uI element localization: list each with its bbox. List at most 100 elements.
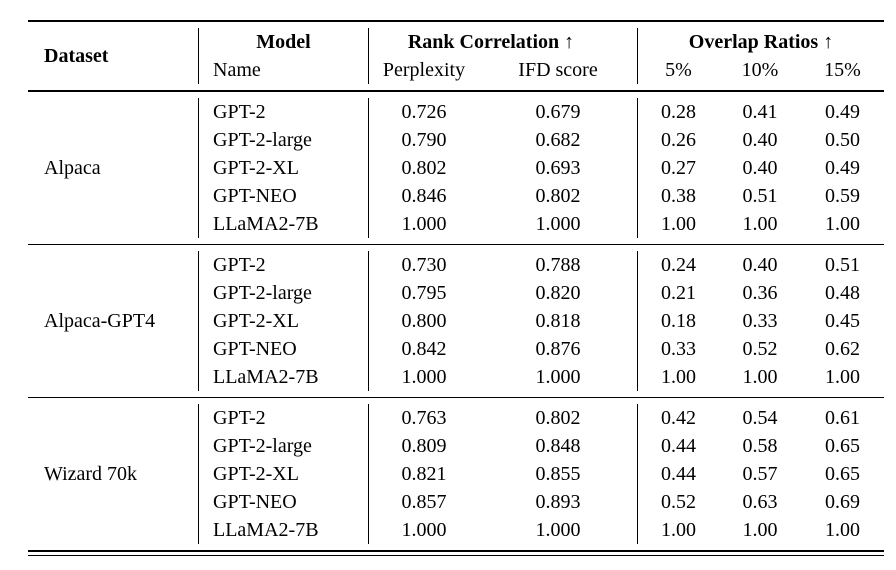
- overlap-10-cell: 1.00: [742, 519, 778, 541]
- overlap-15-cell: 0.65: [825, 463, 860, 485]
- ifd-score-cell: 1.000: [535, 366, 581, 388]
- model-name-cell: GPT-NEO: [198, 488, 368, 516]
- model-name-cell: GPT-2-large: [198, 126, 368, 154]
- header-overlap-15: 15%: [824, 59, 861, 81]
- ifd-score-cell: 0.855: [535, 463, 581, 485]
- perplexity-cell: 0.802: [368, 154, 503, 182]
- overlap-10-cell: 0.52: [742, 338, 778, 360]
- header-overlap-10: 10%: [741, 59, 779, 81]
- model-name-cell: GPT-2-XL: [198, 307, 368, 335]
- overlap-5-cell: 1.00: [637, 363, 719, 391]
- perplexity-cell: 0.821: [368, 460, 503, 488]
- overlap-10-cell: 0.36: [742, 282, 778, 304]
- model-name-cell: GPT-2-XL: [198, 154, 368, 182]
- header-model-name: Name: [198, 56, 368, 84]
- header-perplexity: Perplexity: [368, 56, 503, 84]
- dataset-label: Wizard 70k: [44, 463, 138, 485]
- ifd-score-cell: 0.848: [535, 435, 581, 457]
- perplexity-cell: 0.730: [368, 251, 503, 279]
- perplexity-cell: 0.800: [368, 307, 503, 335]
- overlap-10-cell: 0.33: [742, 310, 778, 332]
- overlap-15-cell: 0.49: [825, 101, 860, 123]
- dataset-label: Alpaca-GPT4: [44, 310, 156, 332]
- dataset-block-wizard-70k: Wizard 70k GPT-2 0.763 0.802 0.42 0.54 0…: [28, 398, 884, 550]
- ifd-score-cell: 0.682: [535, 129, 581, 151]
- overlap-5-cell: 1.00: [637, 516, 719, 544]
- overlap-10-cell: 1.00: [742, 213, 778, 235]
- model-name-cell: LLaMA2-7B: [198, 516, 368, 544]
- ifd-score-cell: 1.000: [535, 519, 581, 541]
- ifd-score-cell: 0.802: [535, 407, 581, 429]
- perplexity-cell: 1.000: [368, 210, 503, 238]
- overlap-15-cell: 1.00: [825, 213, 860, 235]
- overlap-10-cell: 0.58: [742, 435, 778, 457]
- overlap-5-cell: 0.44: [637, 460, 719, 488]
- perplexity-cell: 0.726: [368, 98, 503, 126]
- overlap-10-cell: 0.51: [742, 185, 778, 207]
- model-name-cell: GPT-2: [198, 98, 368, 126]
- overlap-5-cell: 0.26: [637, 126, 719, 154]
- ifd-score-cell: 0.679: [535, 101, 581, 123]
- table-header: Dataset Model Rank Correlation ↑ Overlap…: [28, 22, 884, 90]
- overlap-15-cell: 1.00: [825, 519, 860, 541]
- header-rank-correlation-group: Rank Correlation ↑: [368, 28, 637, 56]
- model-name-cell: GPT-2: [198, 251, 368, 279]
- header-separator-rule: [28, 90, 884, 92]
- overlap-10-cell: 0.41: [742, 101, 778, 123]
- results-table: Dataset Model Rank Correlation ↑ Overlap…: [28, 20, 884, 556]
- overlap-10-cell: 0.54: [742, 407, 778, 429]
- model-name-cell: GPT-2-XL: [198, 460, 368, 488]
- perplexity-cell: 0.790: [368, 126, 503, 154]
- model-name-cell: GPT-2: [198, 404, 368, 432]
- ifd-score-cell: 0.788: [535, 254, 581, 276]
- model-name-cell: GPT-2-large: [198, 279, 368, 307]
- overlap-5-cell: 0.24: [637, 251, 719, 279]
- perplexity-cell: 0.763: [368, 404, 503, 432]
- ifd-score-cell: 0.820: [535, 282, 581, 304]
- overlap-15-cell: 0.51: [825, 254, 860, 276]
- header-overlap-5: 5%: [637, 56, 719, 84]
- overlap-15-cell: 0.49: [825, 157, 860, 179]
- ifd-score-cell: 0.818: [535, 310, 581, 332]
- overlap-10-cell: 0.40: [742, 254, 778, 276]
- model-name-cell: GPT-NEO: [198, 335, 368, 363]
- model-name-cell: LLaMA2-7B: [198, 363, 368, 391]
- perplexity-cell: 0.795: [368, 279, 503, 307]
- header-ifd-score: IFD score: [518, 59, 598, 81]
- header-dataset: Dataset: [44, 45, 109, 67]
- dataset-label: Alpaca: [44, 157, 101, 179]
- overlap-5-cell: 1.00: [637, 210, 719, 238]
- ifd-score-cell: 1.000: [535, 213, 581, 235]
- model-name-cell: GPT-2-large: [198, 432, 368, 460]
- header-model-group: Model: [198, 28, 368, 56]
- overlap-15-cell: 0.69: [825, 491, 860, 513]
- overlap-10-cell: 0.40: [742, 129, 778, 151]
- perplexity-cell: 1.000: [368, 516, 503, 544]
- overlap-15-cell: 0.50: [825, 129, 860, 151]
- header-overlap-ratios-group: Overlap Ratios ↑: [637, 28, 884, 56]
- block-separator-rule: [28, 244, 884, 245]
- overlap-15-cell: 0.65: [825, 435, 860, 457]
- table-top-rule: [28, 20, 884, 22]
- overlap-10-cell: 0.57: [742, 463, 778, 485]
- overlap-5-cell: 0.52: [637, 488, 719, 516]
- overlap-5-cell: 0.28: [637, 98, 719, 126]
- perplexity-cell: 0.842: [368, 335, 503, 363]
- overlap-15-cell: 0.48: [825, 282, 860, 304]
- overlap-10-cell: 0.63: [742, 491, 778, 513]
- model-name-cell: GPT-NEO: [198, 182, 368, 210]
- dataset-block-alpaca-gpt4: Alpaca-GPT4 GPT-2 0.730 0.788 0.24 0.40 …: [28, 245, 884, 397]
- overlap-5-cell: 0.27: [637, 154, 719, 182]
- block-separator-rule: [28, 397, 884, 398]
- table-bottom-rule: [28, 550, 884, 556]
- ifd-score-cell: 0.893: [535, 491, 581, 513]
- perplexity-cell: 0.846: [368, 182, 503, 210]
- overlap-5-cell: 0.38: [637, 182, 719, 210]
- overlap-5-cell: 0.42: [637, 404, 719, 432]
- ifd-score-cell: 0.876: [535, 338, 581, 360]
- overlap-5-cell: 0.33: [637, 335, 719, 363]
- overlap-15-cell: 0.59: [825, 185, 860, 207]
- overlap-15-cell: 0.61: [825, 407, 860, 429]
- model-name-cell: LLaMA2-7B: [198, 210, 368, 238]
